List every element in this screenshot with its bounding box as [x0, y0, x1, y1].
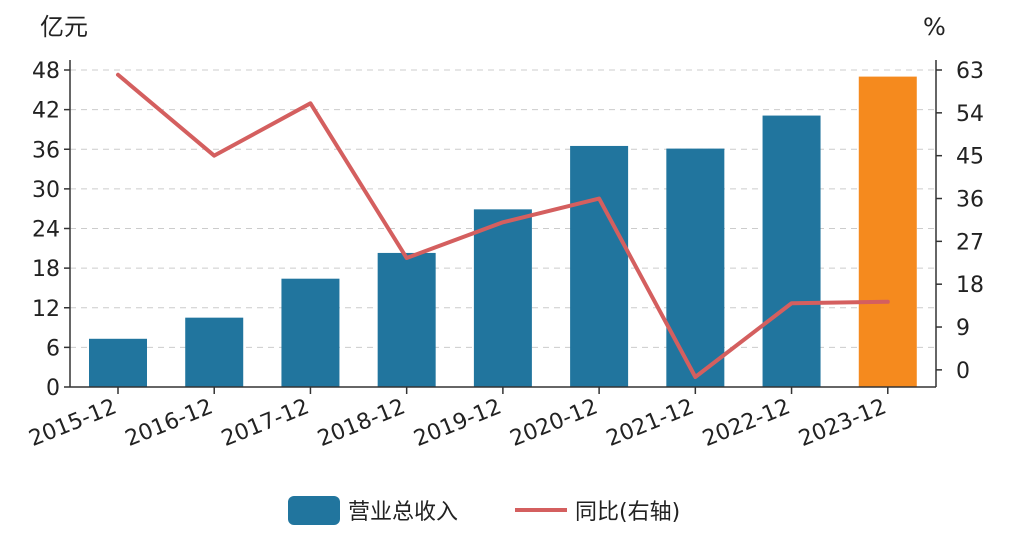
right-tick-label: 27 — [956, 230, 984, 255]
left-tick-label: 48 — [32, 59, 60, 84]
left-tick-label: 12 — [32, 297, 60, 322]
bar-2015-12 — [89, 338, 147, 387]
right-axis-ticks: 0 9 18 27 36 45 54 63 — [936, 59, 984, 384]
bar-2017-12 — [281, 278, 340, 387]
x-tick-label-2016-12: 2016-12 — [122, 394, 217, 452]
left-axis-unit: 亿元 — [40, 13, 88, 41]
left-tick-label: 0 — [46, 376, 60, 401]
legend: 营业总收入 同比(右轴) — [288, 496, 680, 525]
legend-bar-swatch — [288, 496, 340, 525]
x-tick-label-2022-12: 2022-12 — [699, 394, 794, 452]
left-tick-label: 18 — [32, 257, 60, 282]
legend-bar-label: 营业总收入 — [348, 500, 458, 525]
left-tick-label: 36 — [32, 138, 60, 163]
right-tick-label: 54 — [956, 102, 984, 127]
x-tick-label-2020-12: 2020-12 — [507, 394, 602, 452]
x-tick-label-2015-12: 2015-12 — [26, 394, 121, 452]
left-tick-label: 24 — [32, 218, 60, 243]
left-axis-ticks: 0 6 12 18 24 30 36 42 48 — [32, 59, 70, 401]
right-tick-label: 36 — [956, 188, 984, 213]
bar-2022-12 — [762, 115, 821, 387]
bar-2021-12 — [666, 148, 725, 387]
right-tick-label: 18 — [956, 273, 984, 298]
left-tick-label: 6 — [46, 336, 60, 361]
x-axis-ticks: 2015-12 2016-12 2017-12 2018-12 2019-12 2020-… — [26, 387, 890, 452]
legend-line-label: 同比(右轴) — [575, 500, 680, 525]
right-tick-label: 45 — [956, 145, 984, 170]
bar-2016-12 — [185, 317, 244, 387]
left-tick-label: 42 — [32, 99, 60, 124]
right-axis-unit: % — [923, 13, 946, 41]
line-series — [116, 72, 890, 380]
bar-2023-12 — [858, 76, 917, 388]
x-tick-label-2023-12: 2023-12 — [795, 394, 890, 452]
bar-series — [89, 76, 917, 388]
right-tick-label: 9 — [956, 316, 970, 341]
x-tick-label-2017-12: 2017-12 — [218, 394, 313, 452]
right-tick-label: 0 — [956, 359, 970, 384]
right-tick-label: 63 — [956, 59, 984, 84]
left-tick-label: 30 — [32, 178, 60, 203]
x-tick-label-2021-12: 2021-12 — [603, 394, 698, 452]
bar-2019-12 — [473, 209, 532, 387]
x-tick-label-2018-12: 2018-12 — [314, 394, 409, 452]
bar-2018-12 — [377, 252, 436, 387]
x-tick-label-2019-12: 2019-12 — [411, 394, 506, 452]
bar-2020-12 — [570, 145, 629, 387]
